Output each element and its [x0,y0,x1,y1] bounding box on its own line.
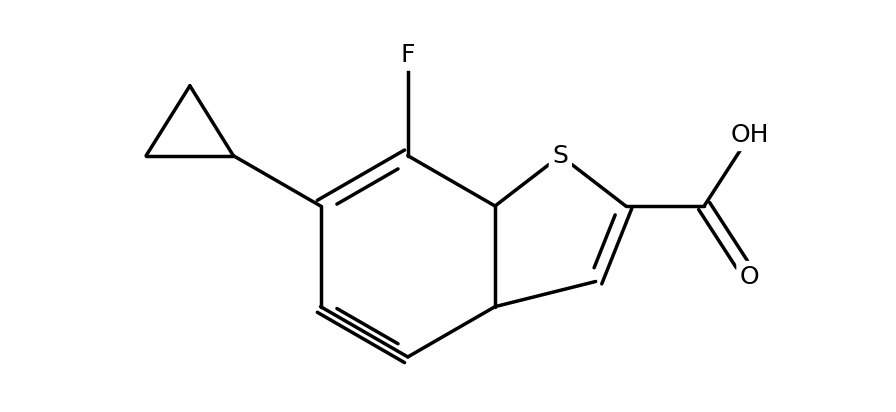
Text: OH: OH [730,124,769,147]
Text: S: S [553,144,568,168]
Text: F: F [401,43,415,67]
Text: O: O [740,265,760,288]
